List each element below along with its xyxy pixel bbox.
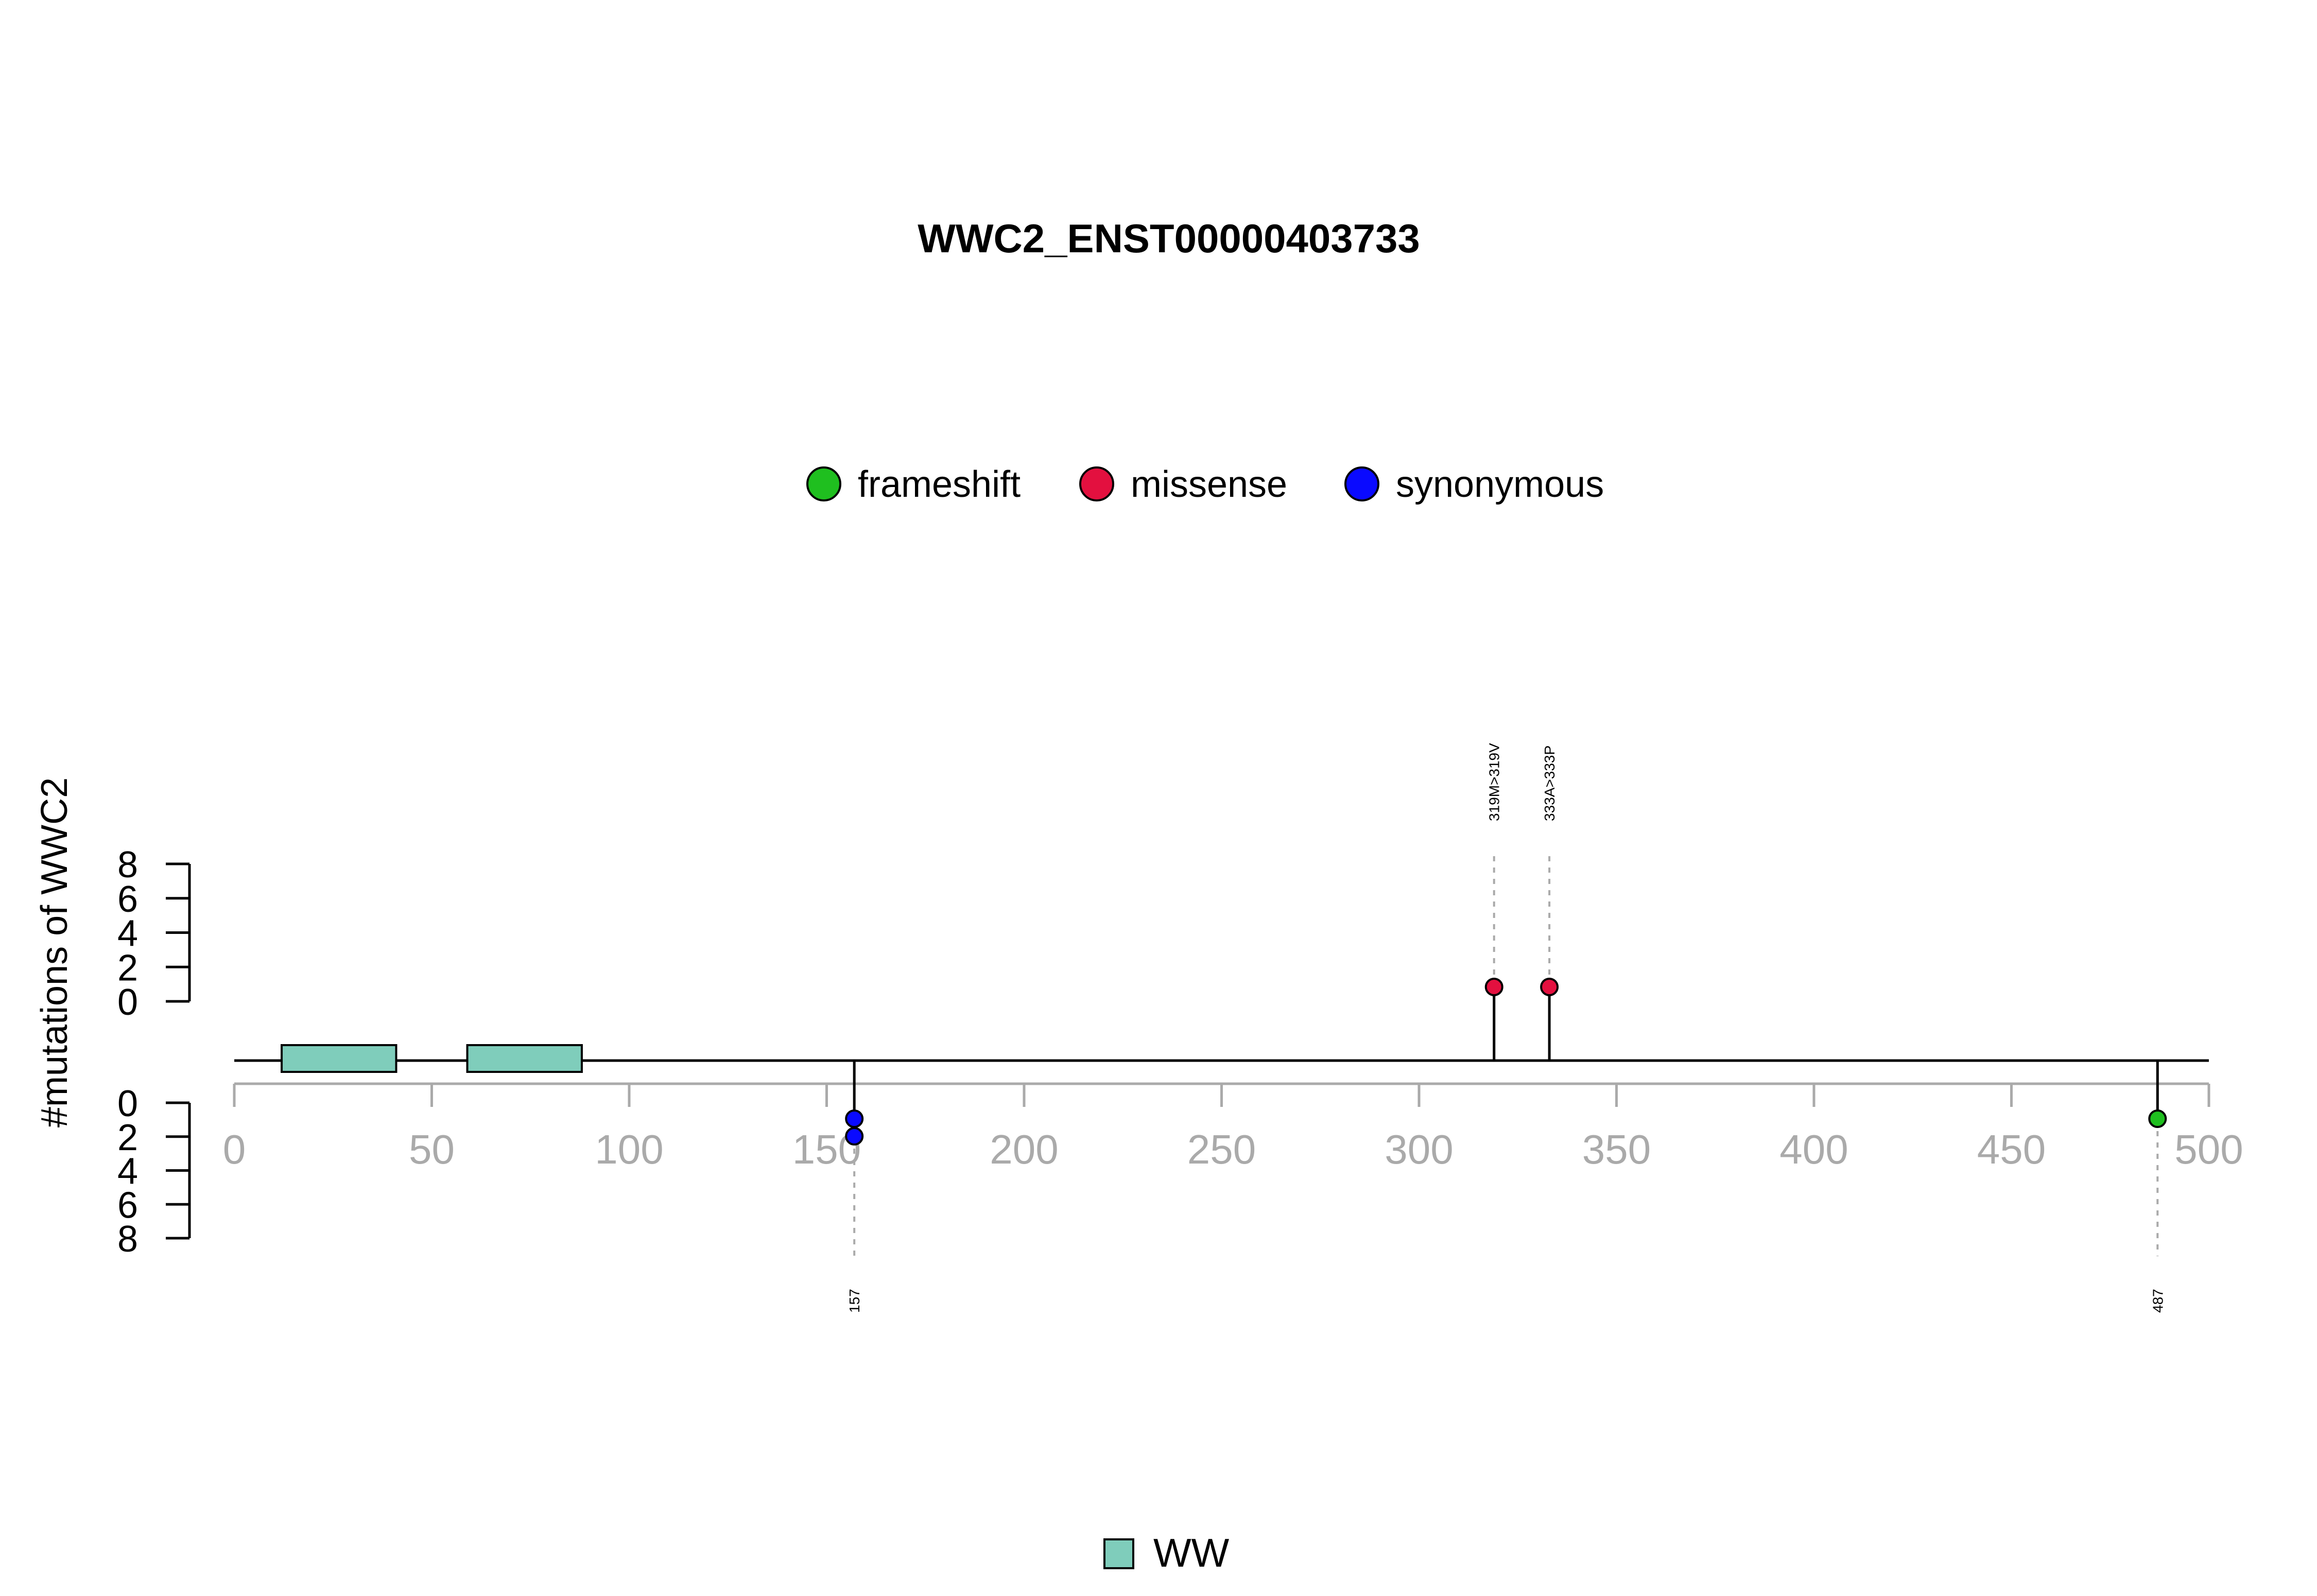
y-tick-label-bottom: 8 xyxy=(117,1219,138,1260)
lollipop-head-synonymous xyxy=(845,1127,864,1146)
legend-label-missense: missense xyxy=(1131,464,1287,505)
legend-marker-synonymous xyxy=(1344,466,1379,501)
y-axis-label: #mutations of WWC2 xyxy=(34,777,75,1127)
y-tick-label-bottom: 0 xyxy=(117,1083,138,1124)
mutation-487: 487 xyxy=(2148,1061,2167,1313)
mutation-label: 487 xyxy=(2150,1289,2166,1313)
lollipop-head-missense xyxy=(1484,978,1503,996)
mutation-319: 319M>319V xyxy=(1484,743,1503,1061)
y-tick-label-bottom: 2 xyxy=(117,1117,138,1158)
legend-label-frameshift: frameshift xyxy=(858,464,1021,505)
chart-title: WWC2_ENST00000403733 xyxy=(918,216,1420,261)
mutation-type-legend: frameshift missense synonymous xyxy=(806,464,1604,505)
y-tick-label-bottom: 6 xyxy=(117,1185,138,1226)
domain-WW xyxy=(466,1044,583,1073)
y-tick-label-top: 8 xyxy=(117,844,138,886)
y-tick-label-top: 6 xyxy=(117,879,138,920)
legend-marker-frameshift xyxy=(806,466,841,501)
x-tick-label: 200 xyxy=(990,1126,1058,1172)
mutation-label: 319M>319V xyxy=(1486,743,1502,821)
mutation-157: 157 xyxy=(845,1061,864,1313)
x-tick-label: 500 xyxy=(2174,1126,2243,1172)
lollipop-head-frameshift xyxy=(2148,1109,2167,1128)
x-tick-label: 300 xyxy=(1385,1126,1453,1172)
y-tick-label-top: 0 xyxy=(117,982,138,1023)
x-tick-label: 450 xyxy=(1977,1126,2046,1172)
y-tick-label-top: 2 xyxy=(117,947,138,988)
mutation-333: 333A>333P xyxy=(1540,745,1559,1061)
lollipop-head-synonymous xyxy=(845,1109,864,1128)
x-tick-label: 250 xyxy=(1187,1126,1256,1172)
mutation-label: 333A>333P xyxy=(1542,745,1558,821)
protein-domains xyxy=(281,1044,583,1073)
domain-legend-label: WW xyxy=(1153,1530,1230,1575)
x-tick-label: 50 xyxy=(409,1126,455,1172)
y-tick-label-bottom: 4 xyxy=(117,1151,138,1192)
legend-marker-missense xyxy=(1079,466,1114,501)
x-axis: 0 50 100 150 200 250 300 350 400 450 500 xyxy=(223,1082,2243,1172)
domain-legend-marker xyxy=(1103,1538,1134,1569)
y-tick-label-top: 4 xyxy=(117,913,138,955)
x-tick-label: 350 xyxy=(1582,1126,1651,1172)
domain-WW xyxy=(281,1044,397,1073)
x-tick-label: 0 xyxy=(223,1126,246,1172)
x-tick-label: 400 xyxy=(1779,1126,1848,1172)
lollipop-head-missense xyxy=(1540,978,1559,996)
domain-legend: WW xyxy=(1103,1530,1230,1575)
mutation-lollipops: 157 319M>319V 333A>333P 487 xyxy=(845,743,2167,1313)
legend-label-synonymous: synonymous xyxy=(1396,464,1604,505)
mutation-label: 157 xyxy=(846,1289,862,1313)
x-tick-label: 100 xyxy=(595,1126,663,1172)
